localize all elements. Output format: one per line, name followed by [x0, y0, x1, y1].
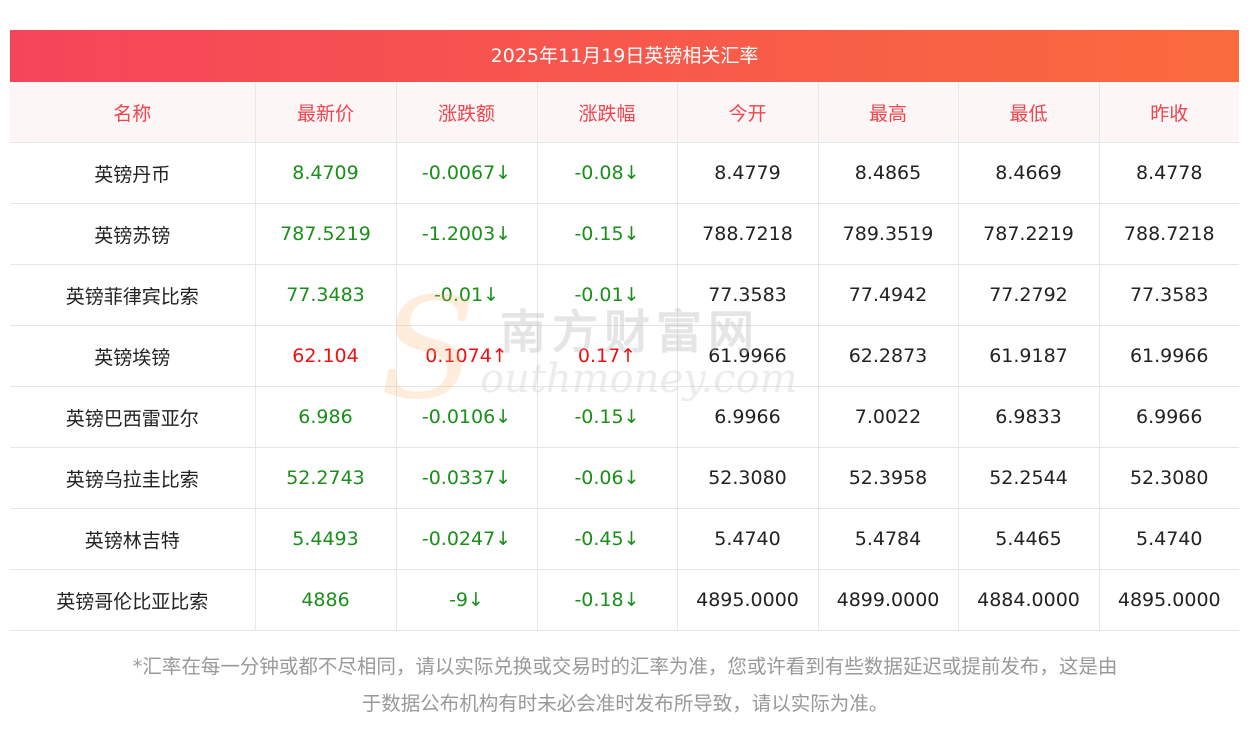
header-high: 最高 — [818, 82, 959, 143]
cell-prev-close: 52.3080 — [1099, 447, 1239, 509]
cell-change-pct: -0.01↓ — [537, 264, 678, 326]
cell-name: 英镑苏镑 — [10, 203, 256, 265]
header-low: 最低 — [958, 82, 1100, 143]
table-row: 英镑埃镑 62.104 0.1074↑ 0.17↑ 61.9966 62.2873 61.9… — [10, 325, 1239, 387]
cell-latest: 6.986 — [255, 386, 397, 448]
cell-prev-close: 5.4740 — [1099, 508, 1239, 570]
table-row: 英镑菲律宾比索 77.3483 -0.01↓ -0.01↓ 77.3583 77.4942… — [10, 264, 1239, 326]
cell-latest: 8.4709 — [255, 142, 397, 204]
header-prev-close: 昨收 — [1099, 82, 1239, 143]
cell-open: 788.7218 — [677, 203, 819, 265]
header-open: 今开 — [677, 82, 819, 143]
cell-name: 英镑哥伦比亚比索 — [10, 569, 256, 631]
cell-low: 5.4465 — [958, 508, 1100, 570]
cell-open: 77.3583 — [677, 264, 819, 326]
cell-change-pct: -0.15↓ — [537, 386, 678, 448]
cell-prev-close: 61.9966 — [1099, 325, 1239, 387]
cell-high: 789.3519 — [818, 203, 959, 265]
table-row: 英镑林吉特 5.4493 -0.0247↓ -0.45↓ 5.4740 5.4784 5.4… — [10, 508, 1239, 570]
cell-change: 0.1074↑ — [396, 325, 538, 387]
cell-low: 6.9833 — [958, 386, 1100, 448]
table-title: 2025年11月19日英镑相关汇率 — [10, 30, 1239, 82]
cell-high: 8.4865 — [818, 142, 959, 204]
cell-open: 52.3080 — [677, 447, 819, 509]
cell-prev-close: 77.3583 — [1099, 264, 1239, 326]
cell-change: -0.0337↓ — [396, 447, 538, 509]
cell-name: 英镑乌拉圭比索 — [10, 447, 256, 509]
cell-name: 英镑丹币 — [10, 142, 256, 204]
disclaimer-note: *汇率在每一分钟或都不尽相同，请以实际兑换或交易时的汇率为准，您或许看到有些数据… — [15, 648, 1235, 722]
header-change: 涨跌额 — [396, 82, 538, 143]
cell-open: 6.9966 — [677, 386, 819, 448]
cell-low: 787.2219 — [958, 203, 1100, 265]
cell-high: 62.2873 — [818, 325, 959, 387]
header-change-pct: 涨跌幅 — [537, 82, 678, 143]
cell-low: 77.2792 — [958, 264, 1100, 326]
cell-low: 61.9187 — [958, 325, 1100, 387]
cell-latest: 52.2743 — [255, 447, 397, 509]
header-name: 名称 — [10, 82, 256, 143]
table-row: 英镑乌拉圭比索 52.2743 -0.0337↓ -0.06↓ 52.3080 52.39… — [10, 447, 1239, 509]
cell-name: 英镑林吉特 — [10, 508, 256, 570]
rates-panel: 2025年11月19日英镑相关汇率 名称 最新价 涨跌额 涨跌幅 今开 最高 最… — [10, 30, 1239, 631]
cell-change-pct: -0.45↓ — [537, 508, 678, 570]
disclaimer-line-2: 于数据公布机构有时未必会准时发布所导致，请以实际为准。 — [361, 692, 889, 715]
cell-change: -0.0247↓ — [396, 508, 538, 570]
cell-latest: 77.3483 — [255, 264, 397, 326]
cell-high: 7.0022 — [818, 386, 959, 448]
cell-high: 52.3958 — [818, 447, 959, 509]
cell-open: 8.4779 — [677, 142, 819, 204]
cell-open: 4895.0000 — [677, 569, 819, 631]
cell-change: -0.0067↓ — [396, 142, 538, 204]
cell-change-pct: 0.17↑ — [537, 325, 678, 387]
table-row: 英镑丹币 8.4709 -0.0067↓ -0.08↓ 8.4779 8.4865 8.46… — [10, 142, 1239, 204]
cell-change-pct: -0.08↓ — [537, 142, 678, 204]
cell-change: -1.2003↓ — [396, 203, 538, 265]
cell-change-pct: -0.15↓ — [537, 203, 678, 265]
cell-prev-close: 8.4778 — [1099, 142, 1239, 204]
cell-name: 英镑巴西雷亚尔 — [10, 386, 256, 448]
cell-change: -0.0106↓ — [396, 386, 538, 448]
cell-high: 77.4942 — [818, 264, 959, 326]
cell-prev-close: 788.7218 — [1099, 203, 1239, 265]
rates-table: 名称 最新价 涨跌额 涨跌幅 今开 最高 最低 昨收 英镑丹币 8.4709 -0.… — [10, 82, 1239, 631]
cell-latest: 787.5219 — [255, 203, 397, 265]
cell-low: 8.4669 — [958, 142, 1100, 204]
cell-name: 英镑菲律宾比索 — [10, 264, 256, 326]
table-header-row: 名称 最新价 涨跌额 涨跌幅 今开 最高 最低 昨收 — [10, 82, 1239, 143]
cell-high: 4899.0000 — [818, 569, 959, 631]
table-row: 英镑苏镑 787.5219 -1.2003↓ -0.15↓ 788.7218 789.35… — [10, 203, 1239, 265]
cell-open: 61.9966 — [677, 325, 819, 387]
cell-change-pct: -0.18↓ — [537, 569, 678, 631]
cell-open: 5.4740 — [677, 508, 819, 570]
cell-name: 英镑埃镑 — [10, 325, 256, 387]
cell-change: -0.01↓ — [396, 264, 538, 326]
cell-latest: 4886 — [255, 569, 397, 631]
header-latest: 最新价 — [255, 82, 397, 143]
cell-latest: 5.4493 — [255, 508, 397, 570]
cell-low: 52.2544 — [958, 447, 1100, 509]
cell-change: -9↓ — [396, 569, 538, 631]
cell-prev-close: 6.9966 — [1099, 386, 1239, 448]
disclaimer-line-1: *汇率在每一分钟或都不尽相同，请以实际兑换或交易时的汇率为准，您或许看到有些数据… — [132, 655, 1118, 678]
table-row: 英镑哥伦比亚比索 4886 -9↓ -0.18↓ 4895.0000 4899.0000 4… — [10, 569, 1239, 631]
cell-change-pct: -0.06↓ — [537, 447, 678, 509]
cell-prev-close: 4895.0000 — [1099, 569, 1239, 631]
cell-low: 4884.0000 — [958, 569, 1100, 631]
cell-latest: 62.104 — [255, 325, 397, 387]
cell-high: 5.4784 — [818, 508, 959, 570]
table-row: 英镑巴西雷亚尔 6.986 -0.0106↓ -0.15↓ 6.9966 7.0022 6.… — [10, 386, 1239, 448]
